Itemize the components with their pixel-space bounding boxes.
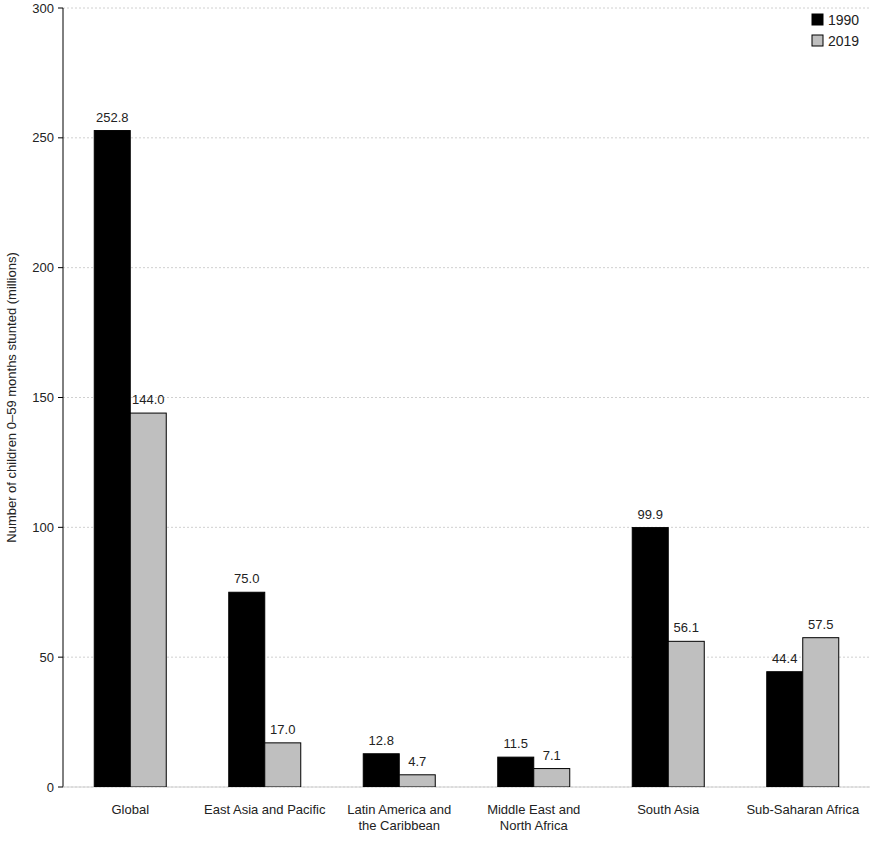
bar [399, 775, 435, 787]
grid-line [63, 137, 870, 138]
grid-line [63, 397, 870, 398]
category-label: Global [111, 802, 149, 817]
data-label: 144.0 [132, 392, 165, 407]
legend-swatch [812, 14, 823, 25]
category-label-line: Latin America and [347, 802, 451, 817]
category-label-line: Middle East and [487, 802, 580, 817]
bar [130, 413, 166, 787]
category-label-line: North Africa [500, 818, 569, 833]
x-baseline [63, 787, 870, 788]
category-label: Sub-Saharan Africa [746, 802, 860, 817]
tick-label: 200 [32, 260, 54, 275]
grid-line [63, 527, 870, 528]
category-label-line: Global [111, 802, 149, 817]
category-label: East Asia and Pacific [204, 802, 326, 817]
data-label: 75.0 [234, 571, 259, 586]
category-label-line: Sub-Saharan Africa [746, 802, 860, 817]
bar [767, 672, 803, 787]
tick-label: 300 [32, 1, 54, 16]
tick-label: 100 [32, 520, 54, 535]
data-label: 99.9 [638, 507, 663, 522]
data-label: 12.8 [369, 733, 394, 748]
tick-label: 50 [40, 650, 54, 665]
tick-label: 150 [32, 390, 54, 405]
tick-mark [58, 397, 63, 398]
y-axis [63, 8, 64, 787]
tick-label: 0 [47, 780, 54, 795]
data-labels: 252.8 144.0 75.0 17.0 12.8 4.7 11.5 7.1 99.9 56.1… [96, 110, 833, 769]
tick-mark [58, 527, 63, 528]
tick-label: 250 [32, 130, 54, 145]
data-label: 44.4 [772, 651, 797, 666]
y-axis-label: Number of children 0–59 months stunted (… [4, 252, 19, 542]
legend: 1990 2019 [812, 12, 859, 49]
bar [265, 743, 301, 787]
data-label: 56.1 [674, 620, 699, 635]
bar [229, 592, 265, 787]
bar [632, 528, 668, 787]
legend-swatch [812, 35, 823, 46]
tick-mark [58, 657, 63, 658]
data-label: 4.7 [408, 754, 426, 769]
data-label: 17.0 [270, 722, 295, 737]
category-label-line: South Asia [637, 802, 700, 817]
data-label: 11.5 [504, 736, 528, 751]
chart-svg: 0 50 100 150 200 250 300 Number of children 0–5… [0, 0, 880, 857]
category-label-line: the Caribbean [358, 818, 440, 833]
bars [94, 131, 839, 787]
grid-line [63, 267, 870, 268]
bar [94, 131, 130, 787]
data-label: 252.8 [96, 110, 129, 125]
bar [498, 757, 534, 787]
data-label: 57.5 [808, 617, 833, 632]
legend-label: 1990 [828, 12, 859, 28]
legend-label: 2019 [828, 33, 859, 49]
chart-container: 0 50 100 150 200 250 300 Number of children 0–5… [0, 0, 880, 857]
tick-mark [58, 787, 63, 788]
category-label: South Asia [637, 802, 700, 817]
tick-mark [58, 267, 63, 268]
data-label: 7.1 [543, 748, 561, 763]
category-label: Middle East andNorth Africa [487, 802, 580, 833]
grid-line [63, 657, 870, 658]
grid-line [63, 787, 870, 788]
category-label-line: East Asia and Pacific [204, 802, 326, 817]
grid: 0 50 100 150 200 250 300 [32, 1, 870, 795]
bar [534, 769, 570, 787]
bar [803, 638, 839, 787]
tick-mark [58, 8, 63, 9]
grid-line [63, 8, 870, 9]
tick-mark [58, 137, 63, 138]
x-axis-labels: Global East Asia and Pacific Latin America… [111, 802, 859, 833]
bar [668, 641, 704, 787]
bar [363, 754, 399, 787]
category-label: Latin America andthe Caribbean [347, 802, 451, 833]
